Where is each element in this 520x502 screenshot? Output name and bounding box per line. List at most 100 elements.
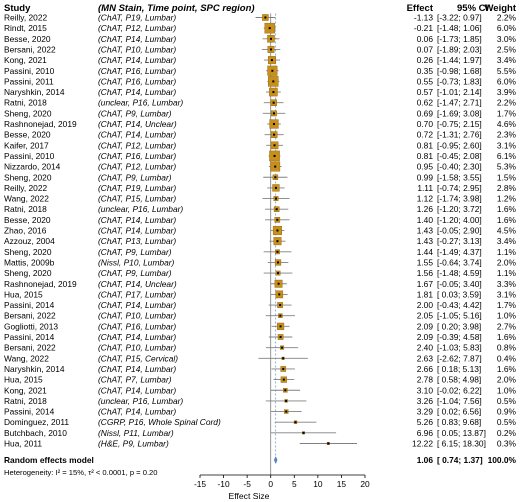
study-weight: 1.6% [497,204,517,214]
study-effect: 0.72 [417,130,434,140]
study-effect: 1.40 [417,215,434,225]
study-effect: 1.81 [417,289,434,299]
study-ci: [-0.73; 1.83] [437,76,482,86]
study-subgroup: (ChAT, P14, Lumbar) [98,364,176,374]
study-subgroup: (ChAT, P12, Lumbar) [98,23,176,33]
header-subgroup: (MN Stain, Time point, SPC region) [98,3,255,14]
study-subgroup: (ChAT, P9, Lumbar) [98,172,172,182]
x-tick-label: 15 [337,479,347,489]
study-effect: 0.99 [417,172,434,182]
study-name: Passini, 2011 [4,76,54,86]
study-ci: [ 0.02; 6.56] [437,407,481,417]
point-estimate [274,197,277,200]
study-subgroup: (ChAT, P14, Lumbar) [98,87,176,97]
study-name: Sheng, 2020 [4,268,52,278]
study-name: Dominguez, 2011 [4,417,69,427]
study-ci: [ 0.58; 4.98] [437,375,481,385]
point-estimate [279,325,282,328]
study-subgroup: (unclear, P16, Lumbar) [98,396,183,406]
study-subgroup: (ChAT, P16, Lumbar) [98,151,176,161]
study-weight: 5.5% [497,66,517,76]
study-rows: Reilly, 2022 (ChAT, P19, Lumbar) -1.13 [-3.… [4,13,517,449]
point-estimate [327,442,330,445]
study-subgroup: (ChAT, P16, Lumbar) [98,66,176,76]
point-estimate [279,336,282,338]
study-subgroup: (ChAT, P19, Lumbar) [98,13,176,23]
study-weight: 0.9% [497,407,517,417]
summary-diamond [273,456,278,464]
study-ci: [-1.05; 5.16] [437,311,482,321]
study-subgroup: (ChAT, P14, Lumbar) [98,300,176,310]
study-effect: 1.43 [417,226,434,236]
study-subgroup: (ChAT, P14, Unclear) [98,279,177,289]
study-ci: [-1.04; 7.56] [437,396,482,406]
study-weight: 1.5% [497,172,517,182]
summary-weight: 100.0% [488,455,517,465]
study-ci: [-1.44; 1.97] [437,55,482,65]
study-effect: 2.05 [417,311,434,321]
study-ci: [-1.58; 3.55] [437,172,482,182]
study-weight: 1.0% [497,385,517,395]
point-estimate [272,91,275,94]
study-effect: 0.07 [417,44,434,54]
study-weight: 1.1% [497,268,517,278]
point-estimate [273,154,276,157]
point-estimate [273,144,276,147]
study-ci: [-2.62; 7.87] [437,353,482,363]
point-estimate [284,389,287,392]
study-ci: [-1.01; 2.14] [437,87,482,97]
study-weight: 0.4% [497,353,517,363]
study-effect: 3.10 [417,385,434,395]
study-name: Mattis, 2009b [4,257,55,267]
study-weight: 0.8% [497,343,517,353]
point-estimate [273,123,276,125]
study-effect: 1.55 [417,257,434,267]
study-subgroup: (ChAT, P14, Lumbar) [98,55,176,65]
study-subgroup: (ChAT, P15, Lumbar) [98,194,176,204]
study-name: Hua, 2015 [4,375,43,385]
study-name: Ratni, 2018 [4,98,47,108]
study-weight: 1.6% [497,332,517,342]
study-name: Kaifer, 2017 [4,140,49,150]
x-tick-label: 0 [268,479,273,489]
study-effect: 5.26 [417,417,434,427]
point-estimate [282,367,285,370]
study-subgroup: (ChAT, P17, Lumbar) [98,289,176,299]
study-ci: [ 0.18; 5.13] [437,364,481,374]
study-ci: [-1.20; 4.00] [437,215,482,225]
study-name: Rindt, 2015 [4,23,47,33]
study-ci: [-1.49; 4.37] [437,247,482,257]
study-weight: 0.5% [497,417,517,427]
study-ci: [-0.98; 1.68] [437,66,482,76]
study-effect: 0.35 [417,66,434,76]
study-weight: 2.5% [497,44,517,54]
x-tick-label: -15 [194,479,206,489]
study-effect: 0.57 [417,87,434,97]
study-ci: [-0.39; 4.58] [437,332,482,342]
study-name: Ratni, 2018 [4,396,47,406]
study-subgroup: (unclear, P16, Lumbar) [98,98,183,108]
study-weight: 1.0% [497,311,517,321]
study-name: Naryshkin, 2014 [4,364,65,374]
study-ci: [-1.73; 1.85] [437,34,482,44]
study-name: Passini, 2010 [4,66,55,76]
study-subgroup: (ChAT, P16, Lumbar) [98,76,176,86]
point-estimate [272,80,275,83]
study-subgroup: (unclear, P16, Lumbar) [98,204,183,214]
study-name: Sheng, 2020 [4,247,52,257]
study-name: Besse, 2020 [4,34,51,44]
study-name: Bersani, 2022 [4,311,56,321]
study-weight: 1.1% [497,247,517,257]
study-ci: [-0.05; 3.40] [437,279,482,289]
study-effect: 0.81 [417,151,434,161]
study-name: Passini, 2010 [4,151,55,161]
study-ci: [ 0.03; 3.59] [437,289,481,299]
header-study: Study [4,3,31,14]
point-estimate [276,250,279,253]
study-name: Sheng, 2020 [4,108,52,118]
study-subgroup: (ChAT, P9, Lumbar) [98,268,172,278]
point-estimate [282,357,285,360]
study-effect: 12.22 [412,439,433,449]
study-subgroup: (ChAT, P14, Lumbar) [98,407,176,417]
